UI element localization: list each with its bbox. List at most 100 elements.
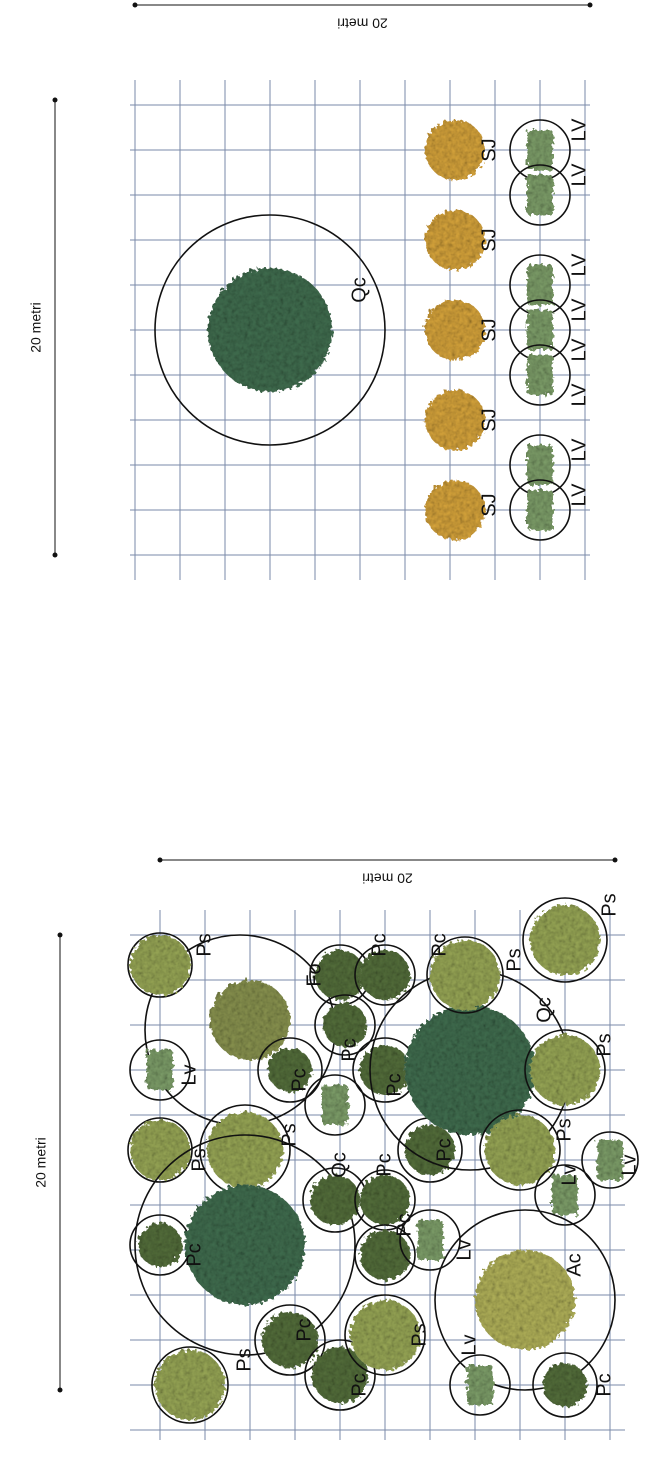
species-label: Lv	[178, 1064, 200, 1085]
canopy-ring	[344, 1294, 426, 1376]
species-label: Qc	[328, 1152, 350, 1178]
canopy-ring	[532, 1352, 598, 1418]
species-label: Lv	[453, 1239, 475, 1260]
dimension-label: 20 metri	[28, 302, 44, 353]
tree-crown	[262, 1312, 318, 1368]
canopy-ring	[479, 1109, 561, 1191]
species-label: Ps	[193, 933, 215, 956]
canopy-ring	[129, 1039, 191, 1101]
species-label: LV	[568, 253, 590, 277]
species-label: SJ	[478, 493, 500, 516]
shrub	[467, 1365, 493, 1405]
species-label: Pc	[183, 1243, 205, 1266]
species-label: LV	[568, 298, 590, 322]
species-label: Pc	[433, 1138, 455, 1161]
species-label: Ps	[553, 1118, 575, 1141]
canopy-ring	[254, 1304, 326, 1376]
tree-crown	[208, 268, 332, 392]
canopy-ring	[127, 1117, 193, 1183]
canopy-ring	[304, 1339, 376, 1411]
species-label: Pc	[428, 933, 450, 956]
tree-crown	[430, 940, 500, 1010]
dimension-label: 20 metri	[33, 1137, 49, 1188]
canopy-ring	[354, 1224, 416, 1286]
canopy-ring	[399, 1209, 461, 1271]
dimension-end	[52, 552, 58, 558]
canopy-ring	[581, 1131, 639, 1189]
canopy-ring	[304, 1074, 366, 1136]
shrub	[417, 1220, 443, 1260]
tree-crown	[360, 1045, 410, 1095]
dimension-label: 20 metri	[362, 870, 413, 886]
canopy-ring	[314, 994, 376, 1056]
tree-crown	[425, 390, 485, 450]
tree-crown	[323, 1003, 367, 1047]
species-label: Pc	[338, 1038, 360, 1061]
canopy-ring	[154, 214, 386, 446]
species-label: LV	[568, 383, 590, 407]
tree-crown	[360, 1175, 410, 1225]
shrub	[527, 310, 553, 350]
species-label: Pc	[593, 1373, 615, 1396]
species-label: SJ	[478, 318, 500, 341]
dimension-end	[132, 2, 138, 8]
tree-crown	[350, 1300, 420, 1370]
species-label: Pc	[373, 1153, 395, 1176]
canopy-ring	[524, 1029, 606, 1111]
tree-crown	[530, 905, 600, 975]
canopy-ring	[354, 944, 416, 1006]
species-label: SJ	[478, 138, 500, 161]
dimension-end	[57, 932, 63, 938]
dimension-end	[587, 2, 593, 8]
species-label: Lv	[618, 1154, 640, 1175]
species-label: LV	[568, 163, 590, 187]
tree-crown	[138, 1223, 182, 1267]
tree-crown	[530, 1035, 600, 1105]
shrub	[552, 1175, 578, 1215]
shrub	[527, 490, 553, 530]
species-label: Ps	[188, 1148, 210, 1171]
canopy-ring	[127, 932, 193, 998]
species-label: Pc	[348, 1373, 370, 1396]
tree-crown	[425, 300, 485, 360]
species-label: LV	[568, 438, 590, 462]
species-label: Pc	[293, 1318, 315, 1341]
shrub	[322, 1085, 348, 1125]
shrub	[527, 355, 553, 395]
tree-crown	[360, 1230, 410, 1280]
tree-crown	[315, 950, 365, 1000]
shrub	[527, 265, 553, 305]
shrub	[527, 130, 553, 170]
canopy-ring	[522, 897, 608, 983]
shrub	[527, 445, 553, 485]
grid	[130, 80, 590, 580]
species-label: LV	[568, 483, 590, 507]
species-label: Ps	[598, 893, 620, 916]
tree-crown	[268, 1048, 312, 1092]
canopy-ring	[449, 1354, 511, 1416]
dimension-end	[157, 857, 163, 863]
plan-layer: 20 metri 20 metri Qc SJ SJ SJ SJ SJ LV LV LV LV LV LV…	[28, 2, 640, 1440]
species-label: Fo	[303, 963, 325, 986]
tree-crown	[405, 1125, 455, 1175]
tree-crown	[405, 1005, 535, 1135]
species-label: Ps	[503, 948, 525, 971]
species-label: Pc	[368, 933, 390, 956]
tree-crown	[485, 1115, 555, 1185]
species-label: LV	[568, 338, 590, 362]
shrub	[527, 175, 553, 215]
species-label: Lv	[558, 1164, 580, 1185]
species-label: Qc	[348, 277, 370, 303]
dimension-label: 20 metri	[337, 15, 388, 31]
tree-crown	[185, 1185, 305, 1305]
canopy-ring	[534, 1164, 596, 1226]
canopy-ring	[257, 1037, 323, 1103]
tree-crown	[210, 980, 290, 1060]
canopy-ring	[434, 1209, 616, 1391]
tree-crown	[310, 1175, 360, 1225]
species-label: SJ	[478, 408, 500, 431]
tree-crown	[130, 1120, 190, 1180]
tree-crown	[207, 1112, 283, 1188]
species-label: Ps	[233, 1348, 255, 1371]
dimension-end	[612, 857, 618, 863]
